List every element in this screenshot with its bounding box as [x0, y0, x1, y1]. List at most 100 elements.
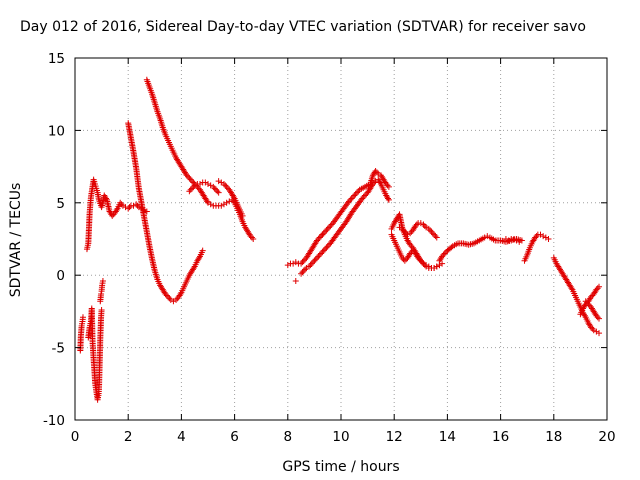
data-point [292, 277, 299, 284]
data-point [532, 234, 539, 241]
data-point [537, 231, 544, 238]
data-point [420, 260, 427, 267]
data-point [319, 231, 326, 238]
data-point [404, 231, 411, 238]
data-point [327, 222, 334, 229]
data-point [593, 328, 600, 335]
data-point [210, 183, 217, 190]
data-point [165, 293, 172, 300]
data-point [239, 212, 246, 219]
data-point [315, 253, 322, 260]
data-point [177, 291, 184, 298]
series-segment-1 [77, 314, 86, 354]
x-tick-label: 8 [284, 429, 293, 445]
data-point [484, 233, 491, 240]
data-point [323, 227, 330, 234]
data-point [126, 204, 133, 211]
data-point [118, 201, 125, 208]
data-point [222, 182, 229, 189]
data-point [585, 301, 592, 308]
data-point [202, 179, 209, 186]
data-point [348, 195, 355, 202]
data-point [220, 201, 227, 208]
data-point [204, 198, 211, 205]
data-point [186, 188, 193, 195]
data-point [412, 222, 419, 229]
data-point [99, 277, 106, 284]
series-segment-8 [215, 178, 246, 219]
data-point [196, 254, 203, 261]
data-point [197, 180, 204, 187]
data-point [384, 182, 391, 189]
data-point [299, 269, 306, 276]
data-point [443, 249, 450, 256]
data-point [401, 228, 408, 235]
x-tick-label: 4 [177, 429, 186, 445]
data-point [324, 243, 331, 250]
series-segment-10 [292, 277, 299, 284]
data-point [540, 233, 547, 240]
x-tick-label: 12 [386, 429, 403, 445]
data-point [119, 202, 126, 209]
data-point [167, 296, 174, 303]
data-point [433, 234, 440, 241]
x-tick-label: 16 [492, 429, 509, 445]
y-tick-label: 0 [56, 268, 65, 284]
data-point [316, 251, 323, 258]
x-tick-label: 6 [230, 429, 239, 445]
data-point [143, 208, 150, 215]
data-point [187, 176, 194, 183]
data-point [320, 230, 327, 237]
data-point [594, 314, 601, 321]
data-point [353, 189, 360, 196]
data-point [383, 180, 390, 187]
data-point [384, 195, 391, 202]
data-point [300, 257, 307, 264]
data-point [308, 260, 315, 267]
data-point [361, 192, 368, 199]
data-point [429, 230, 436, 237]
data-point [407, 250, 414, 257]
data-point [230, 194, 237, 201]
data-point [594, 285, 601, 292]
data-point [218, 179, 225, 186]
data-point [303, 264, 310, 271]
data-point [166, 295, 173, 302]
data-point [427, 227, 434, 234]
y-tick-label: -10 [43, 413, 65, 429]
x-tick-label: 10 [332, 429, 349, 445]
data-point [401, 257, 408, 264]
data-point [431, 231, 438, 238]
y-tick-label: 10 [48, 123, 65, 139]
data-point [323, 244, 330, 251]
data-point [568, 285, 575, 292]
data-point [396, 224, 403, 231]
data-point [199, 247, 206, 254]
y-tick-label: -5 [52, 341, 65, 357]
data-point [248, 234, 255, 241]
series-segment-13 [388, 211, 443, 271]
data-point [284, 262, 291, 269]
x-tick-label: 20 [598, 429, 615, 445]
data-point [584, 299, 591, 306]
data-point [103, 195, 110, 202]
series-segment-19 [550, 254, 603, 337]
series-segment-3 [97, 277, 106, 305]
data-point [425, 263, 432, 270]
data-point [385, 183, 392, 190]
data-point [324, 225, 331, 232]
data-point [185, 173, 192, 180]
data-point [205, 199, 211, 206]
data-point [441, 250, 448, 257]
series-segment-7 [186, 179, 222, 196]
data-point [481, 234, 488, 241]
data-point [314, 237, 321, 244]
data-point [433, 263, 440, 270]
data-point [596, 315, 603, 322]
data-point [448, 244, 455, 251]
data-point [352, 191, 359, 198]
data-point [513, 237, 520, 244]
series-segment-17 [502, 236, 523, 245]
data-point [590, 327, 597, 334]
data-point [190, 183, 197, 190]
